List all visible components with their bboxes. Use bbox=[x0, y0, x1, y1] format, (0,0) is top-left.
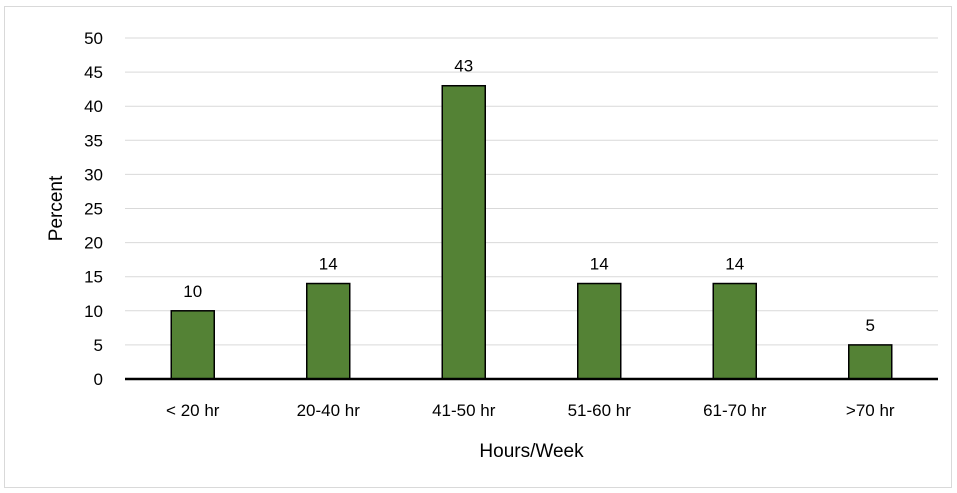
bar bbox=[577, 282, 622, 380]
gridlines bbox=[125, 37, 938, 346]
data-label: 5 bbox=[866, 316, 875, 335]
x-tick-label: 41-50 hr bbox=[432, 401, 496, 420]
x-tick-label: 51-60 hr bbox=[568, 401, 632, 420]
y-tick-label: 10 bbox=[84, 302, 103, 321]
y-axis-ticks: 0 5 10 15 20 25 30 35 40 45 50 bbox=[84, 29, 103, 389]
bar bbox=[712, 282, 757, 380]
bar bbox=[848, 344, 893, 380]
y-tick-label: 35 bbox=[84, 131, 103, 150]
y-tick-label: 5 bbox=[94, 336, 103, 355]
bar bbox=[441, 84, 486, 380]
y-tick-label: 30 bbox=[84, 165, 103, 184]
x-tick-label: 20-40 hr bbox=[297, 401, 361, 420]
bar bbox=[170, 310, 215, 380]
x-tick-label: 61-70 hr bbox=[703, 401, 767, 420]
bar bbox=[306, 282, 351, 380]
y-axis-title: Percent bbox=[46, 175, 67, 241]
y-tick-label: 45 bbox=[84, 63, 103, 82]
y-tick-label: 40 bbox=[84, 97, 103, 116]
data-label: 14 bbox=[590, 255, 609, 274]
x-tick-label: < 20 hr bbox=[166, 401, 220, 420]
data-label: 43 bbox=[454, 57, 473, 76]
x-axis-ticks: < 20 hr 20-40 hr 41-50 hr 51-60 hr 61-70 hr >… bbox=[166, 401, 895, 420]
y-tick-label: 0 bbox=[94, 370, 103, 389]
data-label: 14 bbox=[319, 255, 338, 274]
data-label: 14 bbox=[725, 255, 744, 274]
bars bbox=[170, 84, 893, 380]
y-tick-label: 15 bbox=[84, 268, 103, 287]
y-tick-label: 20 bbox=[84, 234, 103, 253]
data-labels: 10 14 43 14 14 5 bbox=[183, 57, 875, 335]
y-tick-label: 25 bbox=[84, 200, 103, 219]
x-tick-label: >70 hr bbox=[846, 401, 895, 420]
y-tick-label: 50 bbox=[84, 29, 103, 48]
x-axis-title: Hours/Week bbox=[479, 441, 584, 462]
data-label: 10 bbox=[183, 282, 202, 301]
